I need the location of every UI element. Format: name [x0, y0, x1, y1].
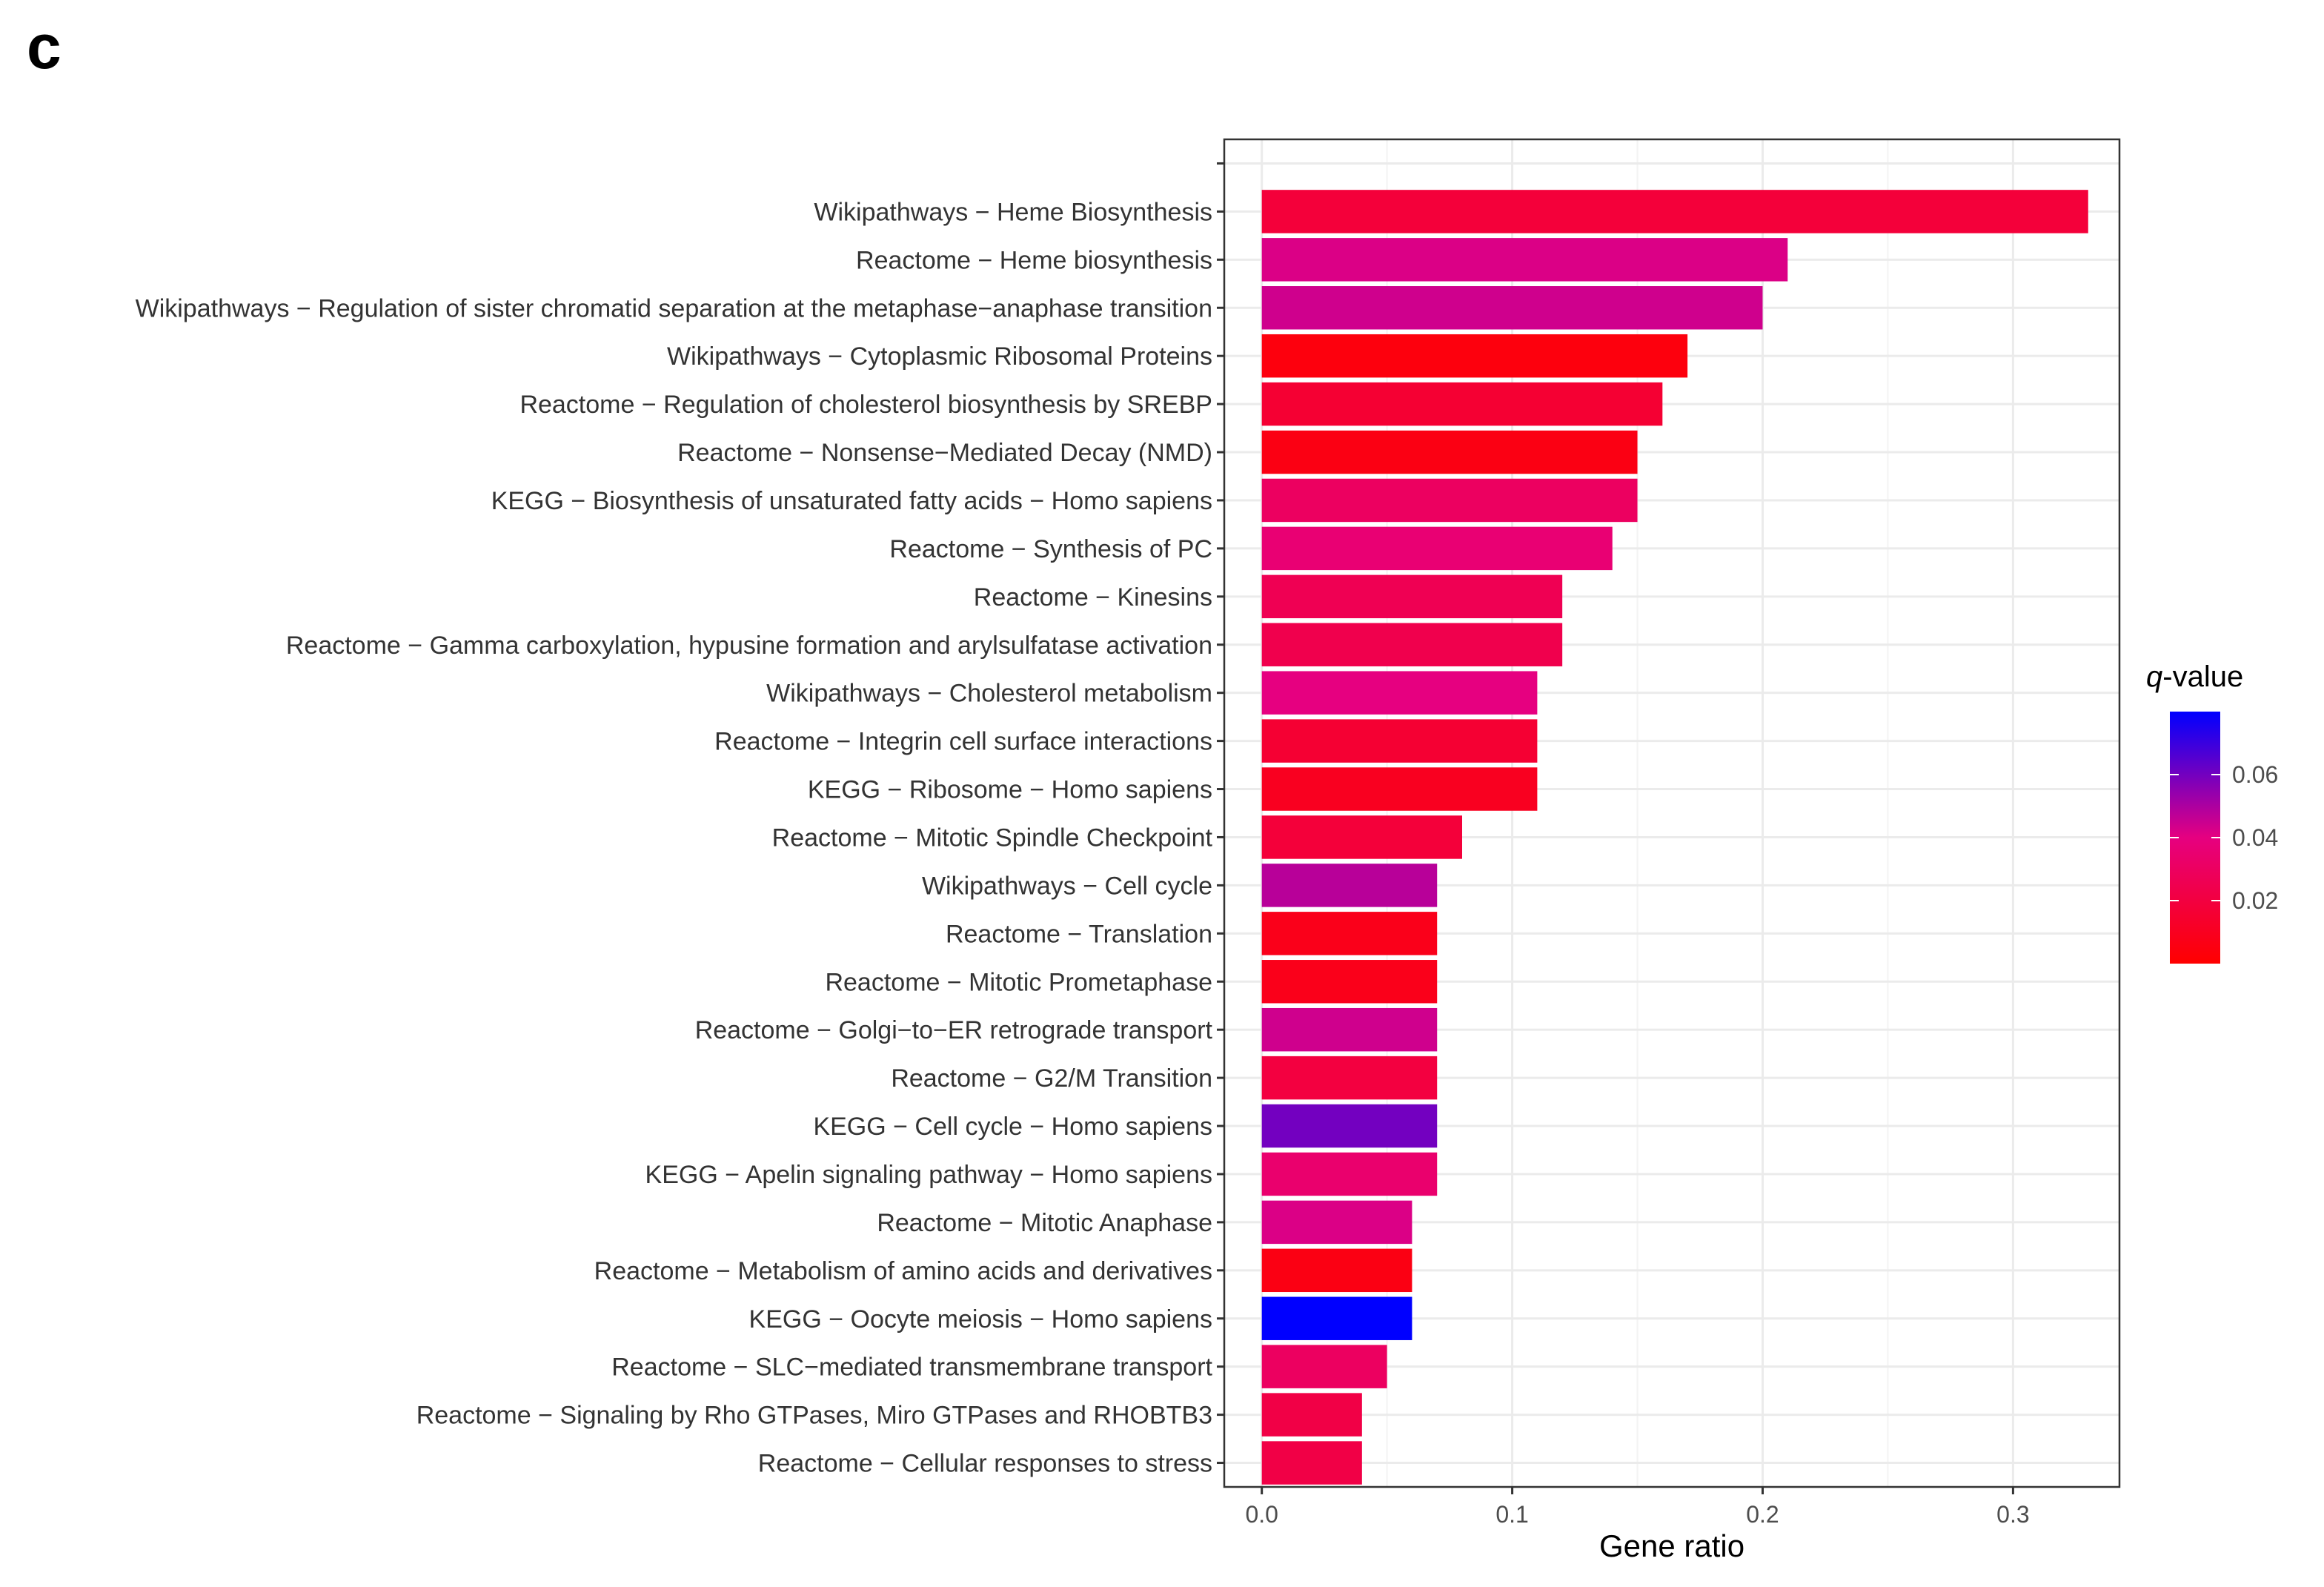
category-label: Reactome − G2/M Transition — [891, 1064, 1212, 1093]
bar — [1261, 238, 1788, 282]
category-label: Reactome − Signaling by Rho GTPases, Mir… — [416, 1402, 1212, 1430]
bar — [1261, 1104, 1438, 1148]
bar — [1261, 190, 2088, 233]
category-label: Reactome − Synthesis of PC — [889, 535, 1212, 563]
panel-label: c — [27, 12, 62, 82]
bar — [1261, 623, 1563, 666]
category-label: Reactome − Integrin cell surface interac… — [714, 728, 1212, 756]
x-axis-ticks: 0.0 0.1 0.2 0.3 — [1245, 1487, 2030, 1528]
legend-tick-label: 0.04 — [2232, 824, 2278, 851]
category-label: Wikipathways − Cytoplasmic Ribosomal Pro… — [667, 342, 1212, 371]
category-label: Reactome − SLC−mediated transmembrane tr… — [611, 1354, 1212, 1382]
x-tick-label: 0.0 — [1245, 1501, 1278, 1528]
x-axis-title: Gene ratio — [1599, 1528, 1744, 1563]
bar — [1261, 1441, 1362, 1485]
category-label: KEGG − Ribosome − Homo sapiens — [808, 776, 1212, 804]
bar — [1261, 912, 1438, 955]
bar — [1261, 1248, 1412, 1293]
bar — [1261, 1393, 1362, 1437]
bar — [1261, 1296, 1412, 1340]
legend-ticks: 0.02 0.04 0.06 — [2170, 761, 2278, 914]
legend-tick-label: 0.06 — [2232, 761, 2278, 788]
legend-title: q-value — [2146, 660, 2243, 693]
category-label: Reactome − Metabolism of amino acids and… — [594, 1257, 1212, 1285]
bar — [1261, 1345, 1387, 1388]
bar — [1261, 671, 1538, 715]
bar — [1261, 382, 1663, 426]
bar — [1261, 526, 1613, 571]
bar — [1261, 430, 1638, 474]
category-label: Reactome − Translation — [946, 920, 1212, 948]
y-axis-ticks: Wikipathways − Heme Biosynthesis Reactome… — [136, 162, 1224, 1478]
q-value-legend: q-value 0.02 0.04 0.06 — [2146, 660, 2278, 964]
x-tick-label: 0.1 — [1495, 1501, 1528, 1528]
category-label: Reactome − Heme biosynthesis — [856, 246, 1212, 274]
category-label: KEGG − Cell cycle − Homo sapiens — [813, 1113, 1212, 1141]
bar — [1261, 286, 1763, 330]
x-tick-label: 0.3 — [1996, 1501, 2029, 1528]
category-label: Wikipathways − Regulation of sister chro… — [136, 294, 1212, 322]
bar — [1261, 815, 1463, 859]
bar — [1261, 864, 1438, 907]
category-label: Wikipathways − Cell cycle — [922, 872, 1212, 900]
category-label: KEGG − Biosynthesis of unsaturated fatty… — [491, 487, 1212, 515]
legend-title-q: q — [2146, 660, 2162, 693]
bar — [1261, 767, 1538, 811]
category-label: Reactome − Kinesins — [974, 583, 1212, 612]
category-label: KEGG − Oocyte meiosis − Homo sapiens — [749, 1305, 1212, 1333]
category-label: KEGG − Apelin signaling pathway − Homo s… — [645, 1161, 1212, 1189]
category-label: Wikipathways − Heme Biosynthesis — [814, 198, 1212, 226]
bar — [1261, 960, 1438, 1004]
category-label: Reactome − Mitotic Spindle Checkpoint — [772, 824, 1213, 852]
category-label: Reactome − Mitotic Prometaphase — [825, 968, 1212, 996]
bars — [1261, 190, 2088, 1485]
plot-border — [1223, 138, 2121, 1488]
category-label: Reactome − Golgi−to−ER retrograde transp… — [695, 1016, 1213, 1044]
category-label: Wikipathways − Cholesterol metabolism — [766, 680, 1212, 708]
category-label: Reactome − Nonsense−Mediated Decay (NMD) — [677, 439, 1212, 467]
bar — [1261, 1200, 1412, 1245]
bar — [1261, 719, 1538, 763]
bar — [1261, 478, 1638, 523]
bar — [1261, 334, 1688, 378]
bar — [1261, 1056, 1438, 1100]
category-label: Reactome − Regulation of cholesterol bio… — [519, 391, 1212, 419]
bar — [1261, 574, 1563, 619]
bar — [1261, 1007, 1438, 1052]
legend-title-rest: -value — [2162, 660, 2243, 693]
category-label: Reactome − Mitotic Anaphase — [877, 1209, 1212, 1237]
category-label: Reactome − Gamma carboxylation, hypusine… — [286, 632, 1212, 660]
bar — [1261, 1152, 1438, 1196]
x-tick-label: 0.2 — [1746, 1501, 1779, 1528]
legend-tick-label: 0.02 — [2232, 887, 2278, 914]
category-label: Reactome − Cellular responses to stress — [758, 1450, 1212, 1478]
